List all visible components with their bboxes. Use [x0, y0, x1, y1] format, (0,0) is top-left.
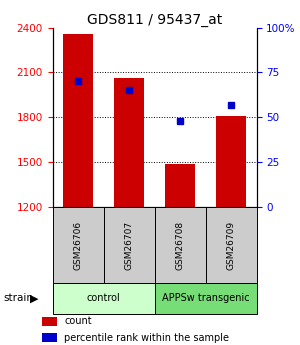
Text: GSM26709: GSM26709 — [226, 220, 236, 269]
Bar — [41, 317, 57, 326]
Bar — [216, 116, 246, 207]
Bar — [165, 164, 195, 207]
Bar — [63, 33, 93, 207]
Bar — [154, 283, 256, 314]
Text: control: control — [87, 294, 120, 303]
Bar — [52, 207, 104, 283]
Bar — [114, 78, 144, 207]
Text: APPSw transgenic: APPSw transgenic — [162, 294, 249, 303]
Text: GSM26708: GSM26708 — [176, 220, 184, 269]
Bar — [41, 333, 57, 342]
Bar — [206, 207, 256, 283]
Title: GDS811 / 95437_at: GDS811 / 95437_at — [87, 12, 222, 27]
Text: count: count — [64, 316, 92, 326]
Text: percentile rank within the sample: percentile rank within the sample — [64, 333, 230, 343]
Bar — [52, 283, 154, 314]
Text: strain: strain — [3, 294, 33, 303]
Bar — [154, 207, 206, 283]
Text: GSM26706: GSM26706 — [74, 220, 82, 269]
Text: ▶: ▶ — [30, 294, 39, 303]
Text: GSM26707: GSM26707 — [124, 220, 134, 269]
Bar — [103, 207, 154, 283]
